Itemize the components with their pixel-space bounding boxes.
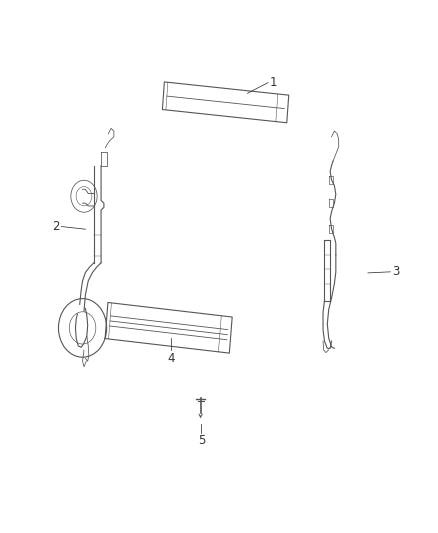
Text: 5: 5	[198, 434, 205, 447]
Text: 3: 3	[392, 265, 399, 278]
Text: 4: 4	[167, 352, 175, 365]
Text: 2: 2	[52, 220, 59, 233]
Text: 1: 1	[269, 76, 277, 89]
